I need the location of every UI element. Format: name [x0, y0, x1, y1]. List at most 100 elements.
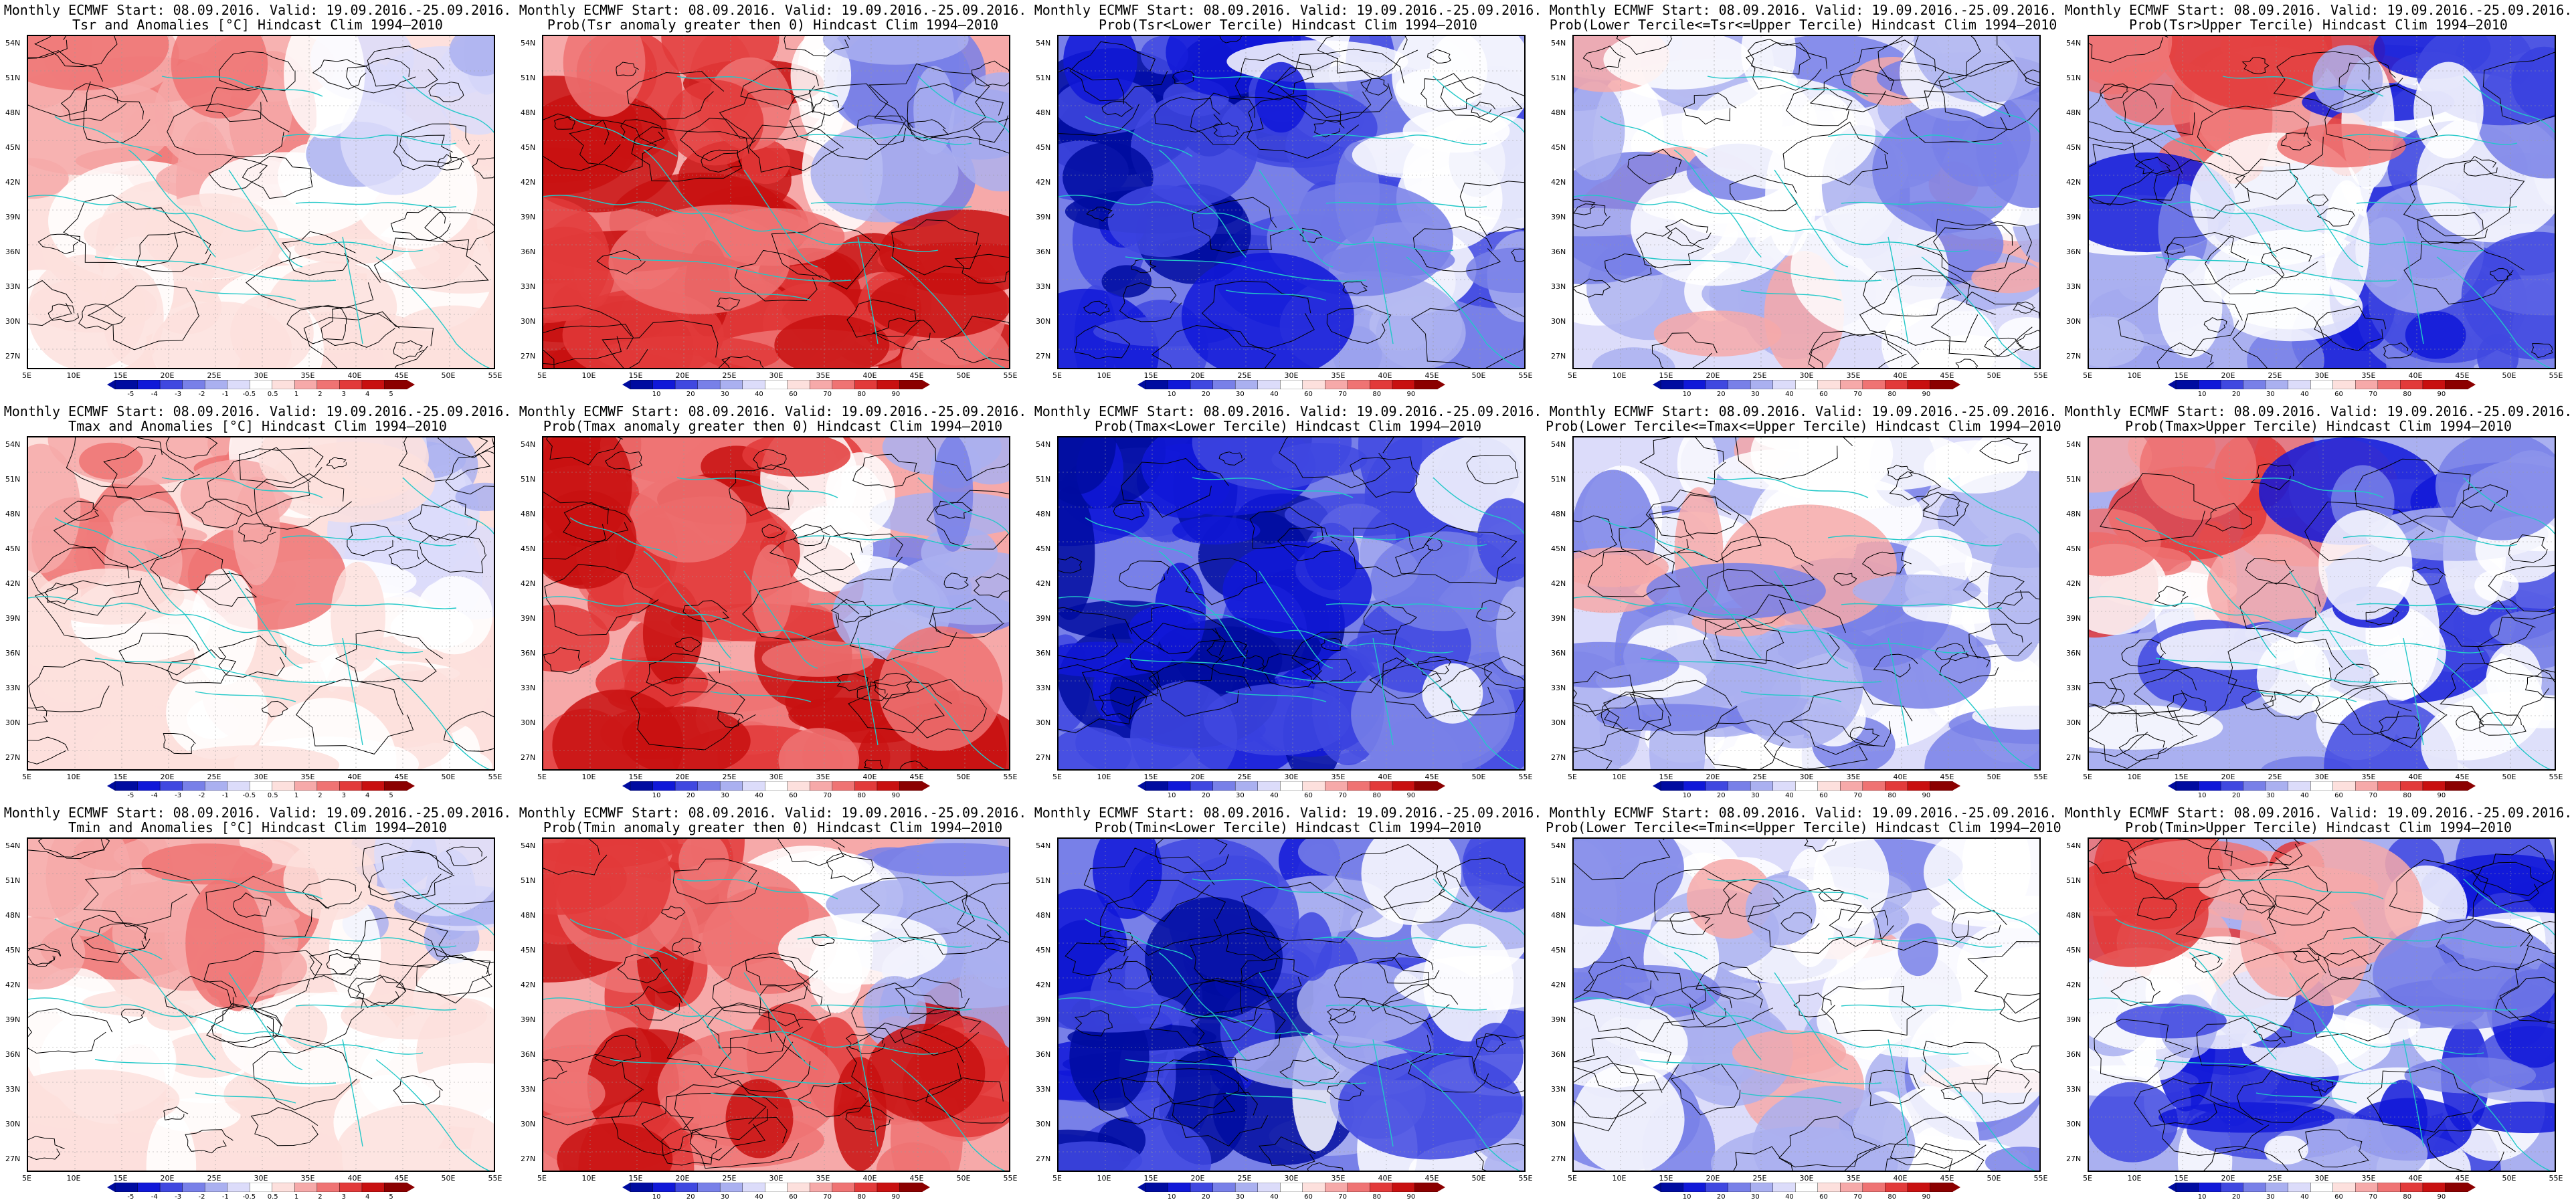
map-panel: Monthly ECMWF Start: 08.09.2016. Valid: …	[1546, 401, 2061, 803]
latitude-label: 36N	[1036, 1050, 1051, 1059]
colorbar-tick-label: 1	[294, 391, 299, 398]
colorbar-tick-label: 60	[1819, 792, 1828, 799]
longitude-label: 25E	[722, 773, 737, 781]
colorbar-tick-label: 20	[1201, 792, 1210, 799]
longitude-label: 40E	[1378, 1174, 1392, 1183]
panel-title-line2: Prob(Tmin anomaly greater then 0) Hindca…	[543, 819, 1003, 835]
colorbar-tick-label: 40	[755, 391, 763, 398]
longitude-label: 20E	[160, 1174, 175, 1183]
panel-title-line1: Monthly ECMWF Start: 08.09.2016. Valid: …	[2064, 805, 2573, 821]
longitude-label: 15E	[2174, 773, 2189, 781]
panel-title-line1: Monthly ECMWF Start: 08.09.2016. Valid: …	[1549, 2, 2057, 18]
latitude-label: 45N	[1551, 544, 1566, 553]
longitude-label: 35E	[300, 1174, 315, 1183]
longitude-label: 55E	[1003, 773, 1018, 781]
colorbar-tick-label: 70	[2369, 792, 2378, 799]
colorbar-tick-label: 80	[857, 391, 866, 398]
panel-title-line1: Monthly ECMWF Start: 08.09.2016. Valid: …	[3, 403, 512, 419]
colorbar-tick-label: 90	[2437, 792, 2446, 799]
colorbar-tick-label: 60	[789, 792, 798, 799]
map-panel: Monthly ECMWF Start: 08.09.2016. Valid: …	[1546, 803, 2061, 1204]
longitude-label: 45E	[2455, 1174, 2470, 1183]
latitude-label: 45N	[1036, 143, 1051, 152]
latitude-label: 45N	[521, 143, 536, 152]
longitude-label: 5E	[1568, 773, 1577, 781]
colorbar-tick-label: -1	[221, 391, 229, 398]
longitude-label: 40E	[862, 1174, 877, 1183]
latitude-label: 45N	[5, 143, 21, 152]
panel-title-line2: Prob(Tsr>Upper Tercile) Hindcast Clim 19…	[2129, 17, 2508, 33]
latitude-label: 51N	[2066, 74, 2082, 82]
colorbar-tick-label: 40	[1270, 391, 1279, 398]
colorbar-tick-label: 90	[1922, 792, 1931, 799]
longitude-label: 15E	[1659, 371, 1673, 380]
latitude-label: 48N	[521, 510, 536, 518]
colorbar-tick-label: 3	[341, 1193, 347, 1201]
colorbar-tick-label: 80	[1372, 792, 1382, 799]
longitude-label: 10E	[581, 1174, 596, 1183]
latitude-label: 39N	[1551, 614, 1566, 623]
panel-title-line2: Tmax and Anomalies [°C] Hindcast Clim 19…	[68, 418, 447, 434]
colorbar-tick-label: 10	[2197, 1193, 2207, 1201]
latitude-label: 42N	[2066, 178, 2082, 187]
colorbar-tick-label: 30	[720, 1193, 729, 1201]
latitude-label: 48N	[1036, 911, 1051, 920]
longitude-label: 55E	[2033, 773, 2048, 781]
latitude-label: 30N	[521, 718, 536, 727]
longitude-label: 10E	[1097, 1174, 1111, 1183]
latitude-label: 45N	[5, 544, 21, 553]
longitude-label: 40E	[2408, 773, 2423, 781]
colorbar-tick-label: 60	[2334, 391, 2343, 398]
longitude-label: 55E	[2549, 1174, 2563, 1183]
latitude-label: 39N	[5, 614, 21, 623]
longitude-label: 55E	[1518, 371, 1533, 380]
latitude-label: 39N	[2066, 213, 2082, 221]
colorbar-tick-label: 60	[1304, 792, 1313, 799]
latitude-label: 51N	[1551, 74, 1566, 82]
longitude-label: 10E	[2127, 773, 2142, 781]
latitude-label: 51N	[1036, 74, 1051, 82]
colorbar-tick-label: 40	[1270, 1193, 1279, 1201]
colorbar	[2168, 380, 2476, 389]
colorbar-tick-label: 60	[1819, 391, 1828, 398]
latitude-label: 33N	[521, 282, 536, 291]
longitude-label: 55E	[1518, 773, 1533, 781]
longitude-label: 10E	[2127, 1174, 2142, 1183]
latitude-label: 39N	[1036, 213, 1051, 221]
latitude-label: 27N	[5, 753, 21, 762]
latitude-label: 45N	[521, 946, 536, 955]
longitude-label: 40E	[1378, 371, 1392, 380]
colorbar-tick-label: 2	[318, 1193, 323, 1201]
longitude-label: 20E	[1706, 371, 1720, 380]
longitude-label: 30E	[254, 773, 268, 781]
latitude-label: 27N	[1036, 753, 1051, 762]
longitude-label: 55E	[2549, 773, 2563, 781]
colorbar-tick-label: 20	[1716, 391, 1726, 398]
forecast-map	[1572, 35, 2041, 369]
longitude-label: 35E	[300, 371, 315, 380]
longitude-label: 30E	[1799, 1174, 1814, 1183]
colorbar-tick-label: 60	[2334, 792, 2343, 799]
latitude-label: 30N	[1036, 718, 1051, 727]
latitude-label: 45N	[521, 544, 536, 553]
longitude-label: 10E	[1097, 773, 1111, 781]
colorbar-tick-label: 0.5	[267, 1193, 278, 1201]
colorbar-tick-label: 90	[2437, 391, 2446, 398]
forecast-map	[27, 35, 495, 369]
latitude-label: 45N	[1036, 544, 1051, 553]
longitude-label: 5E	[22, 773, 31, 781]
panel-title-line2: Prob(Tmin>Upper Tercile) Hindcast Clim 1…	[2125, 819, 2512, 835]
longitude-label: 40E	[1378, 773, 1392, 781]
panel-title-line1: Monthly ECMWF Start: 08.09.2016. Valid: …	[519, 2, 1027, 18]
latitude-label: 54N	[1036, 841, 1051, 850]
colorbar-tick-label: 80	[857, 1193, 866, 1201]
latitude-label: 36N	[2066, 649, 2082, 658]
colorbar-tick-label: 40	[755, 1193, 763, 1201]
forecast-map	[2088, 837, 2556, 1172]
colorbar	[1137, 781, 1445, 791]
colorbar	[107, 1183, 415, 1192]
longitude-label: 15E	[113, 1174, 128, 1183]
latitude-label: 54N	[521, 841, 536, 850]
latitude-label: 42N	[521, 178, 536, 187]
longitude-label: 15E	[628, 1174, 643, 1183]
